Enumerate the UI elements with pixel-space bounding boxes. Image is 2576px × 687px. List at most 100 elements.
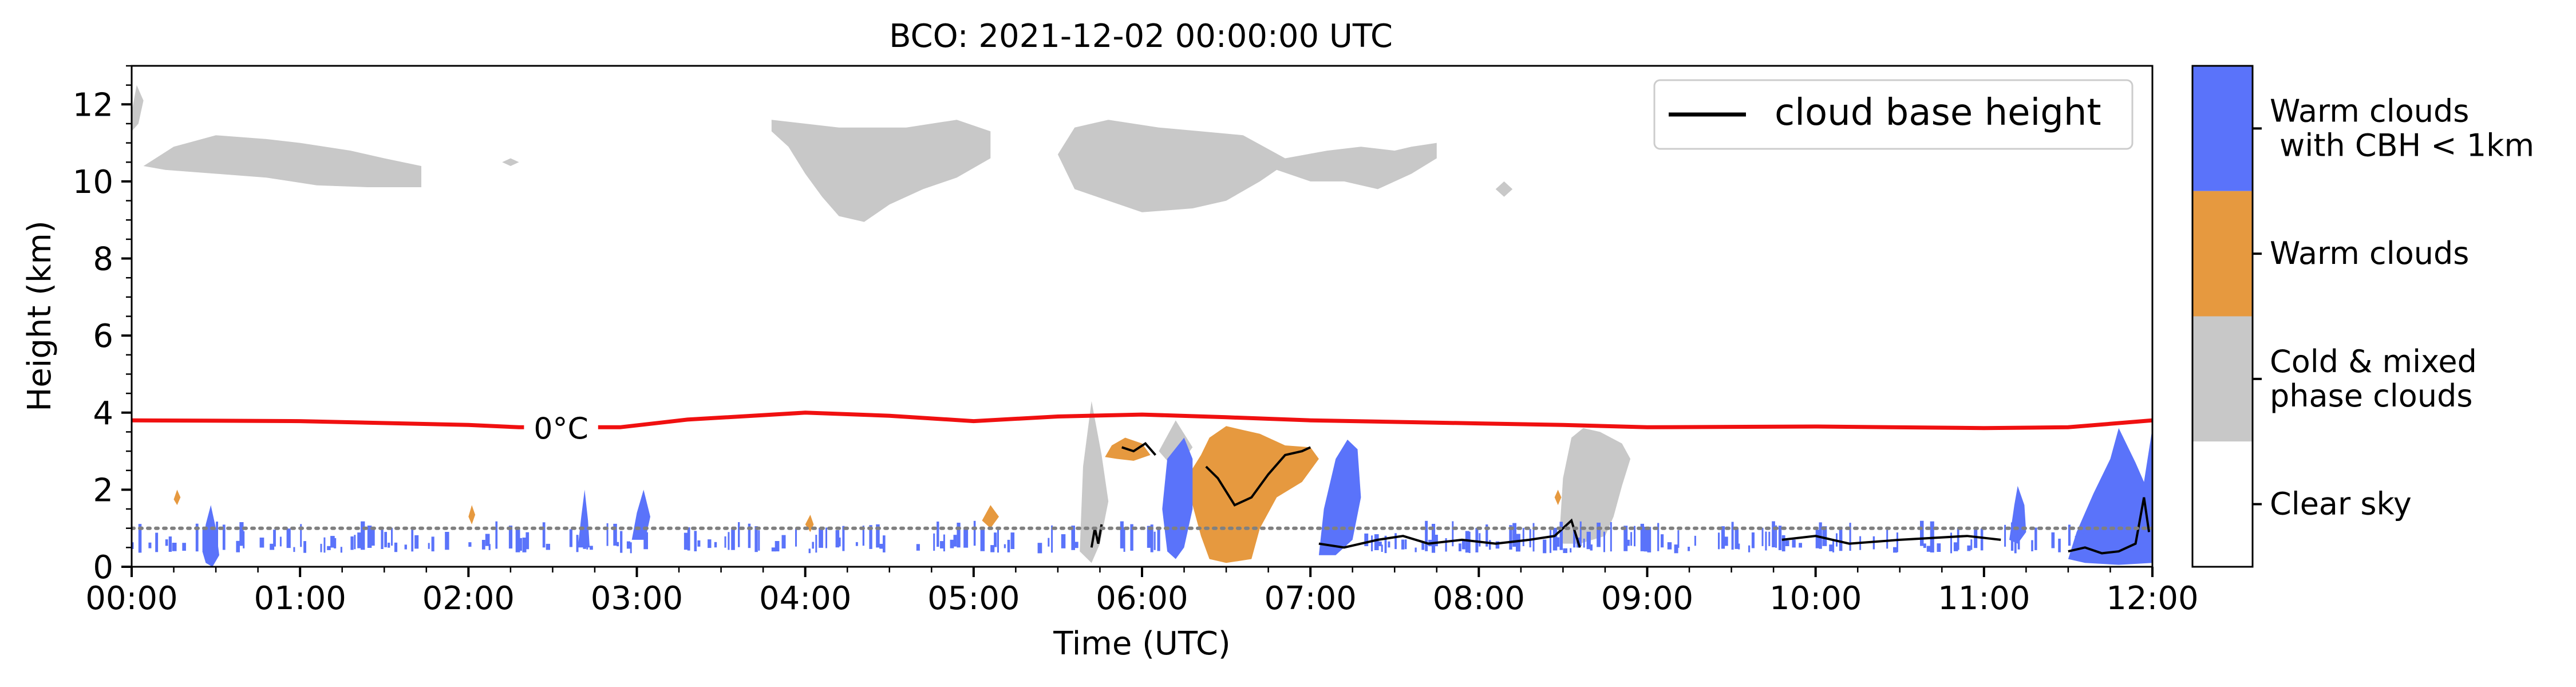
low-cloud-speck	[138, 524, 142, 553]
low-cloud-speck	[1775, 525, 1777, 548]
x-tick-label: 03:00	[591, 580, 683, 617]
low-cloud-speck	[370, 528, 375, 546]
y-tick-label: 0	[93, 549, 113, 586]
x-tick-label: 10:00	[1769, 580, 1862, 617]
low-cloud-speck	[330, 536, 335, 548]
colorbar-frame	[2191, 65, 2254, 568]
cloud-base-height-line	[1090, 524, 1103, 548]
low-cloud-speck	[1153, 531, 1156, 550]
low-cloud-speck	[1839, 527, 1843, 551]
low-cloud-speck	[1610, 522, 1612, 552]
low-cloud-speck	[620, 531, 623, 553]
low-cloud-speck	[468, 542, 472, 547]
low-cloud-speck	[748, 523, 751, 548]
low-cloud-speck	[771, 547, 776, 552]
low-cloud-speck	[937, 522, 939, 547]
low-cloud-speck	[855, 542, 858, 546]
low-cloud-speck	[1465, 531, 1469, 553]
low-cloud-speck	[879, 543, 883, 549]
low-cloud-speck	[165, 539, 168, 546]
low-cloud-speck	[758, 530, 760, 551]
y-tick-label: 2	[93, 472, 113, 509]
low-cloud-speck	[1074, 542, 1078, 548]
low-cloud-speck	[431, 536, 434, 552]
low-cloud-speck	[1461, 540, 1465, 550]
x-tick-label: 09:00	[1601, 580, 1693, 617]
low-cloud-speck	[1489, 540, 1491, 550]
low-cloud-speck	[1957, 527, 1959, 550]
low-cloud-speck	[714, 542, 717, 548]
low-cloud-speck	[1657, 523, 1660, 551]
low-cloud-speck	[1415, 547, 1417, 552]
low-cloud-speck	[613, 523, 617, 546]
low-cloud-speck	[1748, 545, 1751, 552]
low-cloud-speck	[236, 540, 240, 552]
low-cloud-speck	[508, 526, 513, 549]
colorbar-segment	[2192, 66, 2253, 191]
low-cloud-speck	[940, 541, 945, 548]
low-cloud-speck	[526, 532, 530, 550]
low-cloud-speck	[1130, 524, 1133, 551]
low-cloud-speck	[1967, 545, 1971, 551]
cloud-patch-cold	[1559, 428, 1631, 544]
x-tick-label: 07:00	[1264, 580, 1356, 617]
low-cloud-speck	[340, 547, 342, 553]
x-tick-label: 02:00	[422, 580, 515, 617]
colorbar-label: Clear sky	[2270, 486, 2412, 522]
low-cloud-speck	[876, 524, 880, 548]
low-cloud-speck	[2051, 532, 2055, 548]
x-tick-label: 06:00	[1096, 580, 1188, 617]
low-cloud-speck	[617, 542, 619, 547]
low-cloud-speck	[1007, 539, 1010, 552]
low-cloud-speck	[728, 532, 730, 550]
low-cloud-speck	[1634, 526, 1635, 547]
low-cloud-speck	[990, 545, 995, 552]
low-cloud-speck	[1150, 524, 1153, 552]
low-cloud-speck	[1563, 548, 1567, 553]
low-cloud-speck	[1953, 542, 1958, 551]
cloud-patch-cold	[502, 158, 519, 166]
low-cloud-speck	[350, 536, 354, 550]
low-cloud-speck	[963, 527, 969, 548]
low-cloud-speck	[303, 541, 306, 553]
low-cloud-speck	[812, 542, 814, 549]
low-cloud-speck	[1586, 531, 1591, 550]
low-cloud-speck	[808, 548, 811, 554]
low-cloud-speck	[1718, 532, 1720, 550]
low-cloud-speck	[495, 521, 498, 549]
low-cloud-speck	[862, 526, 864, 546]
low-cloud-speck	[1559, 522, 1563, 550]
low-cloud-speck	[731, 528, 735, 550]
freezing-level-label: 0°C	[534, 412, 588, 446]
low-cloud-speck	[1425, 520, 1428, 551]
low-cloud-speck	[1781, 535, 1785, 552]
low-cloud-speck	[1647, 527, 1652, 552]
y-tick-label: 12	[73, 86, 113, 124]
low-cloud-speck	[404, 544, 407, 550]
low-cloud-speck	[1886, 528, 1888, 549]
low-cloud-speck	[2078, 539, 2080, 553]
low-cloud-speck	[943, 534, 945, 552]
low-cloud-speck	[2142, 532, 2147, 546]
low-cloud-speck	[481, 540, 485, 550]
low-cloud-speck	[950, 539, 954, 548]
low-cloud-speck	[1597, 522, 1601, 547]
low-cloud-speck	[2108, 542, 2111, 549]
low-cloud-speck	[754, 526, 758, 552]
x-tick-label: 05:00	[927, 580, 1020, 617]
low-cloud-speck	[155, 532, 159, 552]
colorbar-label: Warm clouds	[2270, 93, 2469, 129]
low-cloud-speck	[2125, 526, 2128, 549]
cloud-base-height-line	[1121, 441, 1157, 456]
x-tick-label: 11:00	[1938, 580, 2030, 617]
cloud-patch-cold	[143, 135, 421, 187]
low-cloud-speck	[182, 543, 186, 551]
low-cloud-speck	[381, 529, 384, 549]
low-cloud-speck	[2058, 538, 2061, 552]
low-cloud-speck	[825, 527, 827, 548]
low-cloud-speck	[394, 542, 398, 552]
low-cloud-speck	[775, 541, 780, 552]
low-cloud-speck	[1970, 539, 1973, 550]
low-cloud-speck	[1381, 544, 1383, 552]
